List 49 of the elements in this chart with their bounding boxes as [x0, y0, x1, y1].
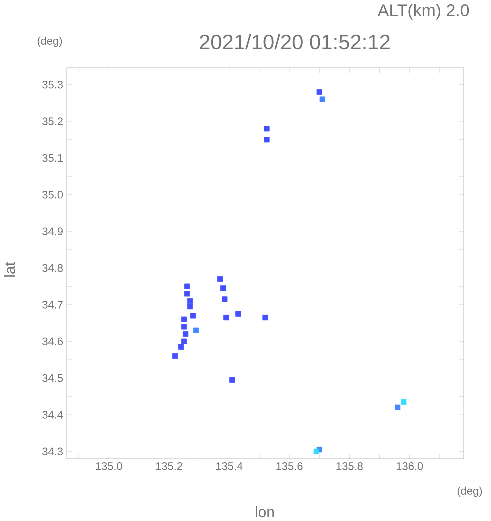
y-tick-label: 34.4: [42, 411, 64, 419]
y-tick-label: 35.3: [42, 80, 63, 89]
text: (deg): [458, 486, 482, 498]
point: [224, 314, 230, 321]
y-tick-label: 35.2: [42, 118, 63, 126]
y-tick-label: 34.5: [42, 374, 64, 382]
y-tick-label: 34.6: [42, 338, 63, 346]
text: (deg): [38, 36, 62, 48]
point: [182, 331, 189, 338]
point: [222, 296, 228, 302]
point: [236, 311, 242, 317]
x-tick-label: 136.0: [396, 462, 424, 470]
point: [220, 286, 226, 292]
point: [178, 344, 184, 350]
point: [188, 298, 194, 304]
y-axis-title: lat: [4, 262, 16, 277]
y-tick-label: 34.9: [42, 228, 63, 236]
point: [190, 313, 196, 319]
chart-subtitle: ALT(km) 2.0: [378, 4, 470, 20]
x-tick-label: 135.6: [276, 462, 303, 470]
point: [194, 328, 200, 334]
point: [181, 316, 188, 322]
point: [181, 338, 188, 344]
point: [230, 377, 236, 383]
x-tick-label: 135.2: [156, 462, 182, 470]
point: [172, 353, 178, 360]
point: [262, 314, 268, 321]
x-tick-label: 135.0: [96, 462, 122, 470]
y-tick-label: 35.0: [42, 191, 64, 199]
point: [264, 137, 270, 143]
point: [188, 304, 194, 310]
point: [401, 399, 407, 405]
point: [316, 89, 322, 95]
y-tick-label: 35.1: [42, 154, 63, 162]
y-tick-label: 34.7: [42, 301, 63, 309]
point: [218, 276, 224, 282]
chart-title: 2021/10/20 01:52:12: [200, 34, 390, 50]
point: [184, 284, 190, 290]
y-tick-label: 34.8: [42, 264, 63, 272]
y-tick-label: 34.3: [42, 448, 63, 456]
point: [184, 291, 190, 297]
point: [181, 324, 188, 330]
point: [264, 126, 270, 132]
point: [395, 404, 401, 410]
point: [314, 448, 320, 454]
x-axis-title: lon: [256, 506, 274, 518]
x-tick-label: 135.8: [336, 462, 363, 470]
point: [320, 96, 326, 102]
x-tick-label: 135.4: [216, 462, 243, 470]
